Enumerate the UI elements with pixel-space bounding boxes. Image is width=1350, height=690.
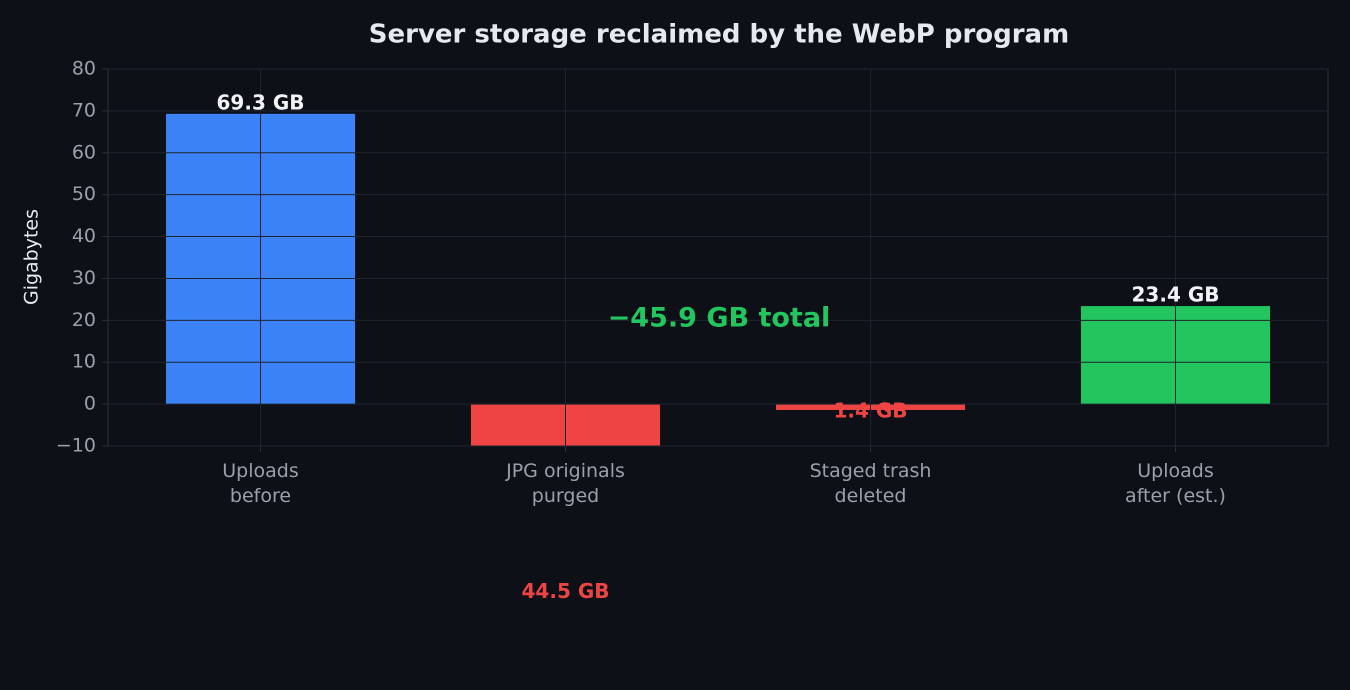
y-tick-label: −10: [56, 435, 96, 457]
y-tick-label: 70: [72, 99, 96, 121]
y-tick-label: 40: [72, 225, 96, 247]
value-label: 1.4 GB: [833, 398, 907, 422]
y-tick-label: 10: [72, 351, 96, 373]
y-tick-label: 30: [72, 267, 96, 289]
y-axis-label: Gigabytes: [21, 209, 43, 305]
annotation: −45.9 GB total: [608, 303, 831, 334]
x-tick-label: Staged trash deleted: [810, 460, 932, 507]
x-tick-label: JPG originals purged: [505, 460, 625, 507]
y-tick-label: 0: [84, 393, 96, 415]
value-label: 23.4 GB: [1132, 283, 1220, 307]
y-tick-label: 20: [72, 309, 96, 331]
chart-title: Server storage reclaimed by the WebP pro…: [369, 20, 1069, 50]
value-label: 44.5 GB: [522, 579, 610, 603]
value-label: 69.3 GB: [217, 90, 305, 114]
x-tick-label: Uploads before: [222, 460, 298, 507]
y-tick-label: 80: [72, 58, 96, 80]
y-tick-label: 60: [72, 141, 96, 163]
x-tick-label: Uploads after (est.): [1125, 460, 1226, 507]
y-tick-label: 50: [72, 183, 96, 205]
